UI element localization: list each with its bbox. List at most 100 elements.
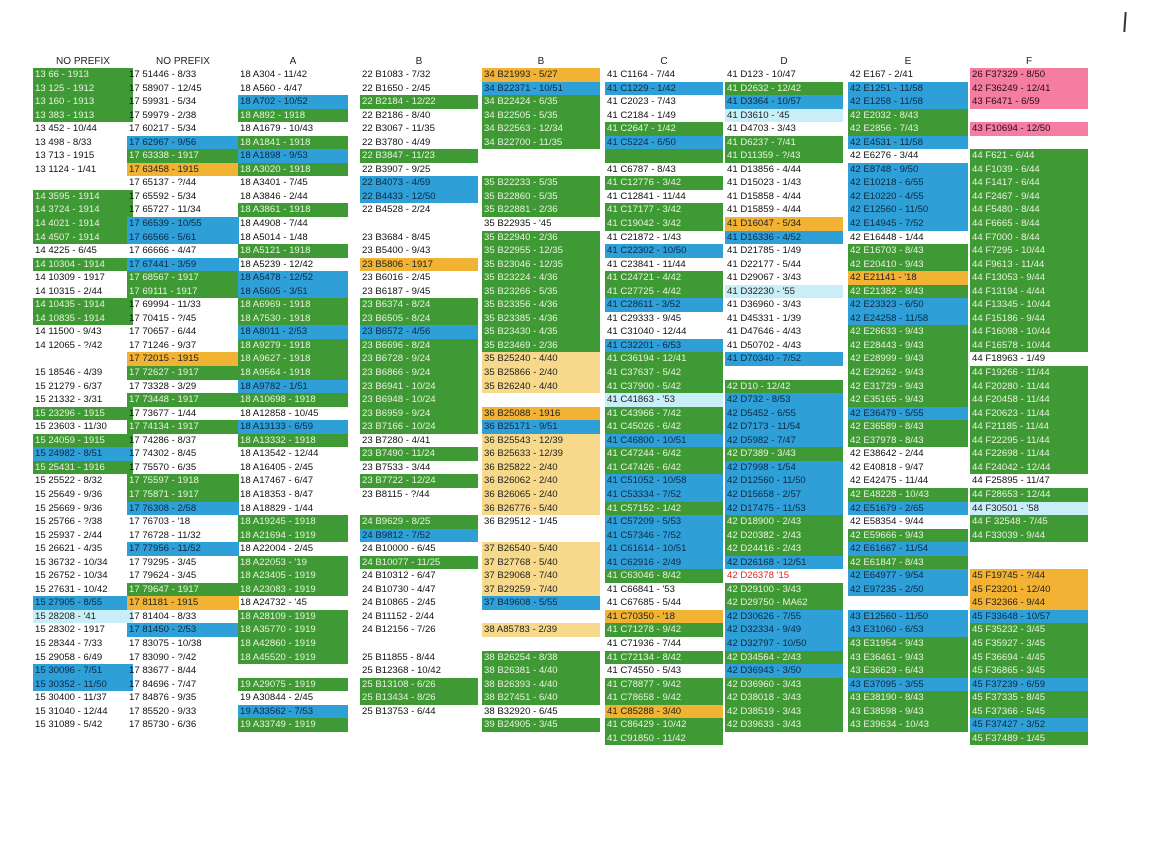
table-cell [970, 136, 1088, 150]
column-5: B 34 B21993 - 5/27 34 B22371 - 10/51 34 B22… [482, 55, 600, 732]
table-cell: 25 B12368 - 10/42 [362, 665, 441, 677]
table-cell: 34 B22563 - 12/34 [482, 122, 600, 136]
table-cell: 15 29058 - 6/49 [35, 651, 103, 663]
table-cell: 23 B6948 - 10/24 [360, 393, 478, 407]
table-cell: 42 D7389 - 3/43 [725, 447, 843, 461]
table-cell: 18 A5605 - 3/51 [238, 284, 348, 299]
table-cell: 13 498 - 8/33 [35, 136, 92, 148]
table-cell: 19 A33749 - 1919 [238, 718, 348, 732]
table-cell: 18 A18829 - 1/44 [240, 502, 314, 514]
table-cell: 17 60217 - 5/34 [129, 123, 197, 135]
table-cell: 41 C12841 - 11/44 [607, 190, 686, 202]
table-cell: 41 D6237 - 7/41 [725, 135, 843, 150]
table-cell: 45 F36865 - 3/45 [970, 664, 1088, 678]
table-cell: 42 E48228 - 10/43 [848, 487, 968, 502]
column-8: E 42 E167 - 2/41 42 E1251 - 11/58 42 E1258 … [848, 55, 968, 732]
table-cell: 35 B23385 - 4/36 [482, 311, 600, 326]
table-cell: 18 A9627 - 1918 [238, 352, 348, 367]
table-cell: 42 E16448 - 1/44 [850, 231, 924, 243]
table-cell: 45 F35927 - 3/45 [970, 636, 1088, 651]
table-cell: 14 4225 - 6/45 [35, 245, 97, 257]
table-cell: 23 B7533 - 3/44 [362, 461, 431, 473]
table-cell [725, 366, 843, 380]
column-6: C 41 C1164 - 7/44 41 C1229 - 1/42 41 C2023 … [605, 55, 723, 746]
table-cell: 41 C17177 - 3/42 [605, 203, 723, 218]
table-cell: 25 B13434 - 8/26 [360, 691, 478, 705]
table-cell: 17 70415 - ?/45 [129, 312, 197, 324]
column-header: B [415, 56, 423, 67]
table-cell: 42 D732 - 8/53 [725, 393, 843, 407]
table-cell: 44 F22698 - 11/44 [970, 447, 1088, 461]
table-cell: 17 63338 - 1917 [127, 149, 239, 163]
table-cell: 42 E26633 - 9/43 [848, 325, 968, 339]
table-cell: 23 B6572 - 4/56 [360, 325, 478, 339]
table-cell: 18 A560 - 4/47 [240, 82, 303, 94]
table-cell: 17 67441 - 3/59 [127, 257, 239, 272]
table-cell: 44 F24042 - 12/44 [970, 460, 1088, 475]
table-cell: 35 B23469 - 2/36 [482, 338, 600, 353]
table-cell: 17 65592 - 5/34 [129, 190, 197, 202]
table-cell: 13 66 - 1913 [33, 68, 133, 82]
table-cell: 18 A22004 - 2/45 [240, 543, 314, 555]
table-cell: 42 D32797 - 10/50 [725, 636, 843, 651]
table-cell: 43 E37095 - 3/55 [848, 677, 968, 692]
table-cell: 43 E36461 - 9/43 [848, 650, 968, 665]
table-cell: 23 B6728 - 9/24 [360, 352, 478, 367]
table-cell: 41 D50702 - 4/43 [727, 339, 802, 351]
table-cell: 44 F5480 - 8/44 [970, 203, 1088, 218]
table-cell: 42 E6276 - 3/44 [850, 150, 919, 162]
table-cell: 42 E12560 - 11/50 [848, 203, 968, 218]
table-cell [970, 109, 1088, 123]
table-cell: 41 C2647 - 1/42 [605, 122, 723, 136]
column-header: NO PREFIX [156, 56, 210, 67]
table-cell: 44 F20458 - 11/44 [970, 393, 1088, 407]
table-cell: 17 62967 - 9/56 [127, 135, 239, 150]
table-cell: 22 B4073 - 4/59 [360, 176, 478, 190]
table-cell: 14 10835 - 1914 [33, 311, 133, 326]
table-cell: 42 E16703 - 8/43 [848, 244, 968, 258]
table-cell: 17 81404 - 8/33 [129, 610, 197, 622]
table-cell: 44 F6665 - 8/44 [970, 217, 1088, 231]
table-cell: 42 E59666 - 9/43 [848, 528, 968, 543]
table-cell: 14 10309 - 1917 [35, 272, 105, 284]
table-cell: 18 A6969 - 1918 [238, 298, 348, 312]
table-cell [33, 176, 133, 190]
table-cell: 17 65727 - 11/34 [129, 204, 201, 216]
table-cell: 17 84696 - 7/47 [129, 678, 197, 690]
table-cell: 36 B26065 - 2/40 [482, 487, 600, 502]
table-cell: 42 E24258 - 11/58 [848, 311, 968, 326]
table-cell: 13 383 - 1913 [33, 108, 133, 123]
table-cell: 44 F22295 - 11/44 [970, 433, 1088, 448]
table-cell: 15 25431 - 1916 [33, 460, 133, 475]
table-cell: 15 21332 - 3/31 [35, 394, 103, 406]
table-cell: 41 C46800 - 10/51 [605, 433, 723, 448]
table-cell: 18 A4908 - 7/44 [240, 218, 308, 230]
table-cell: 23 B6941 - 10/24 [360, 379, 478, 394]
table-cell: 44 F16098 - 10/44 [970, 325, 1088, 339]
table-cell: 37 B29068 - 7/40 [482, 569, 600, 583]
table-cell: 17 83677 - 8/44 [129, 665, 197, 677]
table-cell: 13 1124 - 1/41 [35, 163, 97, 175]
table-cell: 18 A304 - 11/42 [240, 69, 308, 80]
table-cell: 15 24059 - 1915 [33, 433, 133, 448]
table-cell: 45 F32366 - 9/44 [970, 596, 1088, 610]
table-cell: 45 F23201 - 12/40 [970, 582, 1088, 597]
table-cell: 18 A10698 - 1918 [238, 393, 348, 407]
table-cell: 41 D21785 - 1/49 [727, 245, 802, 257]
table-cell: 38 B26254 - 8/38 [482, 650, 600, 665]
table-cell: 35 B23224 - 4/36 [482, 271, 600, 285]
table-cell: 17 70657 - 6/44 [129, 326, 197, 338]
table-cell: 42 D26168 - 12/51 [725, 555, 843, 570]
table-cell: 24 B11152 - 2/44 [362, 610, 435, 622]
table-cell: 22 B3847 - 11/23 [360, 149, 478, 163]
table-cell: 24 B10865 - 2/45 [362, 597, 436, 609]
table-cell: 23 B7166 - 10/24 [360, 420, 478, 434]
table-cell: 42 E28443 - 9/43 [848, 338, 968, 353]
table-cell: 17 75570 - 6/35 [129, 461, 197, 473]
table-cell: 41 D11359 - ?/43 [725, 149, 843, 163]
table-cell: 17 72627 - 1917 [127, 366, 239, 380]
table-cell: 17 72015 - 1915 [127, 352, 239, 367]
table-cell: 41 C66841 - '53 [607, 583, 675, 595]
table-cell: 17 59931 - 5/34 [129, 96, 197, 108]
table-cell: 44 F2467 - 9/44 [970, 189, 1088, 204]
